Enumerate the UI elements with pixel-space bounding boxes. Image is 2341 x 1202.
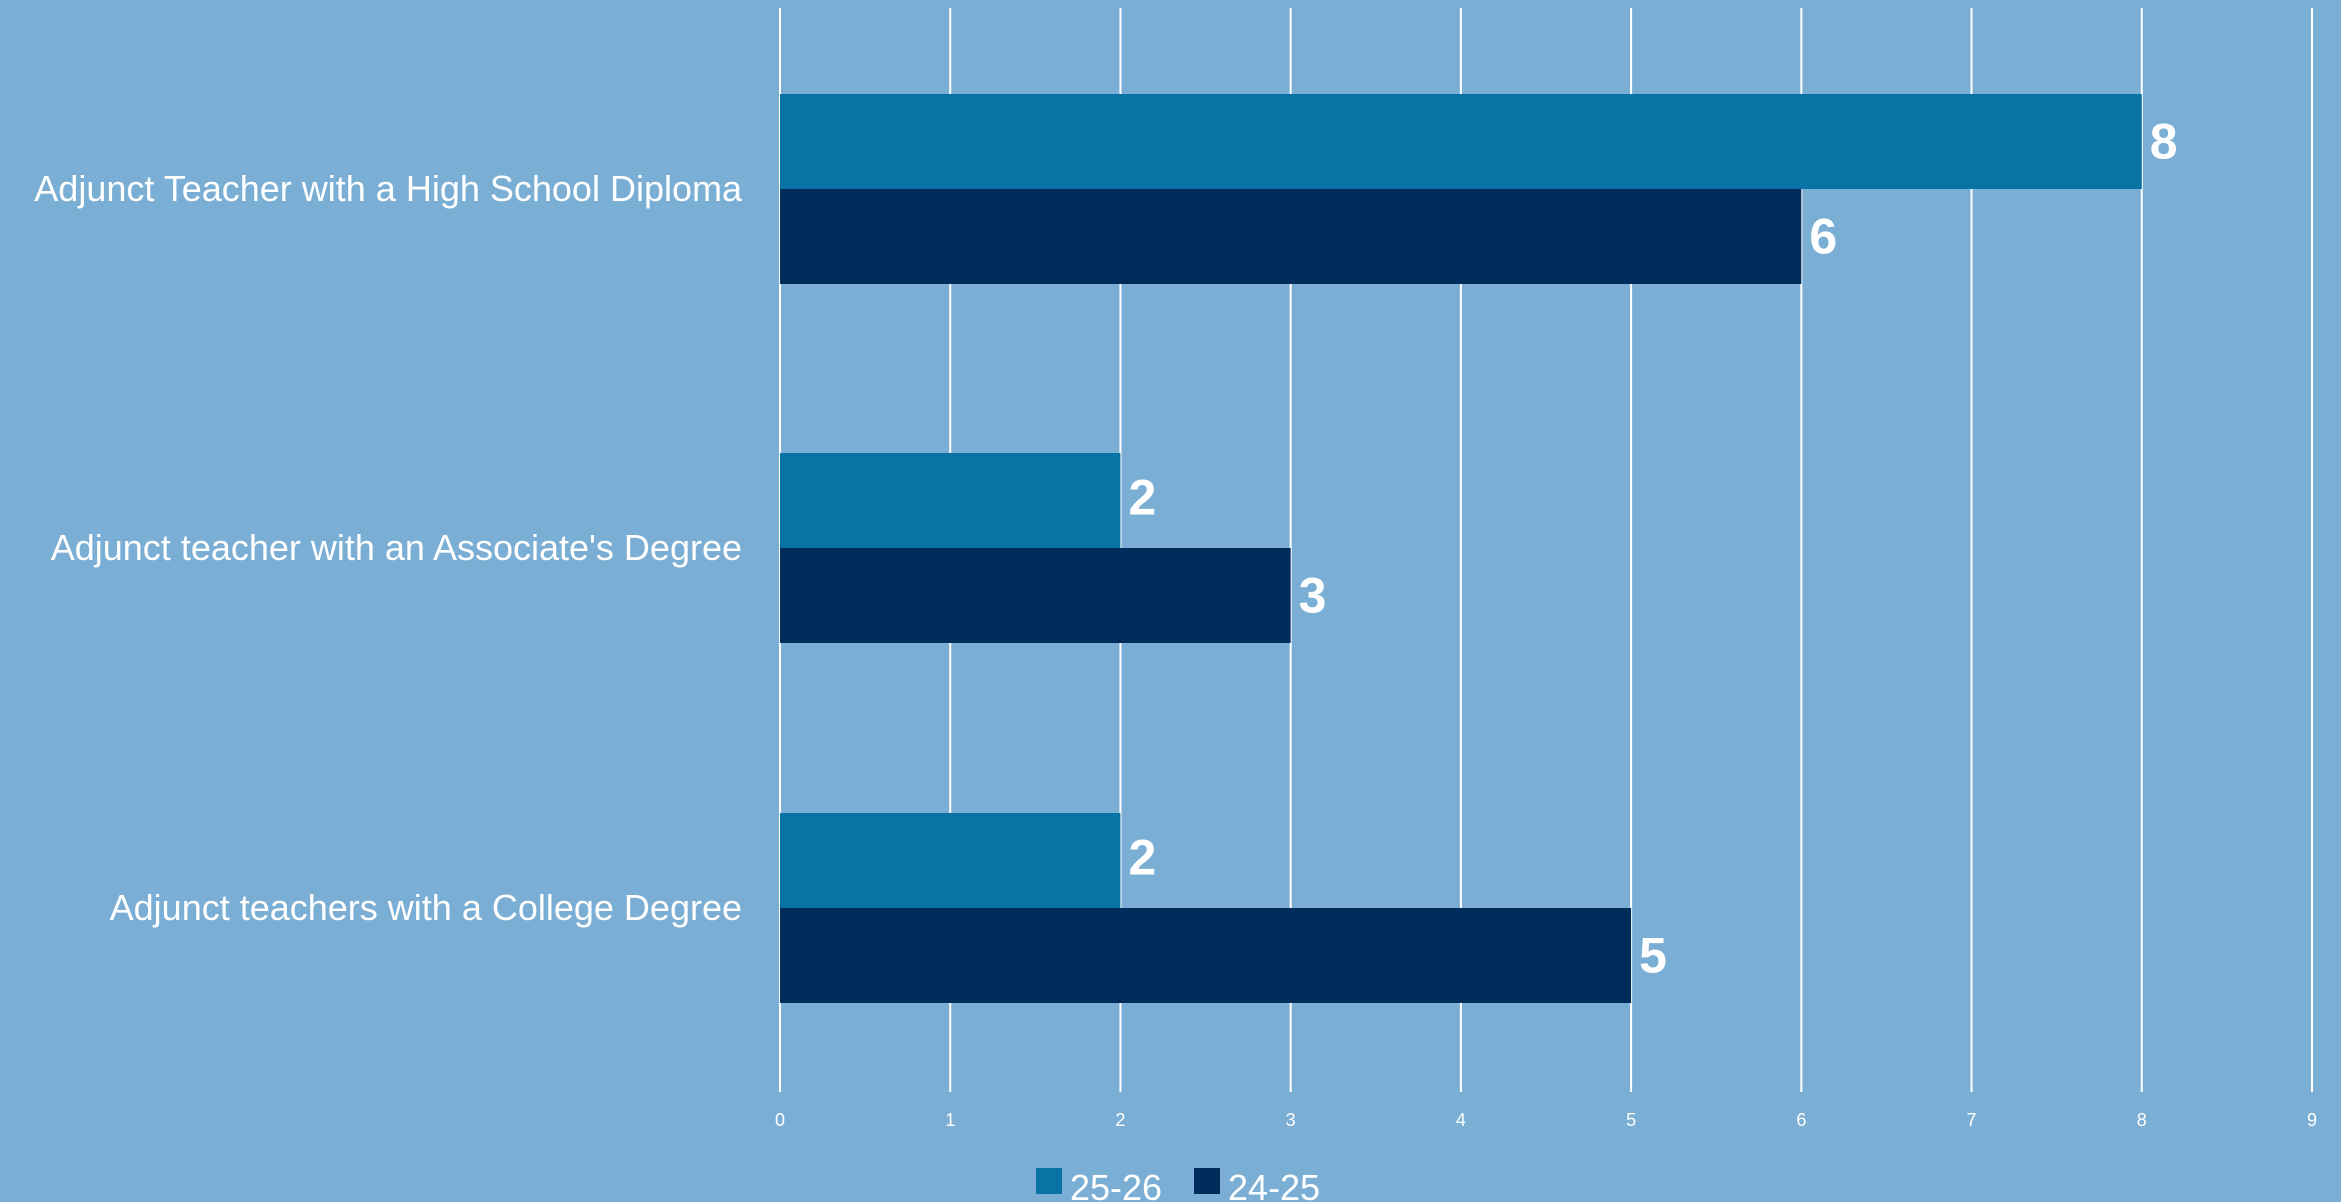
category-labels: Adjunct Teacher with a High School Diplo… [34, 168, 743, 928]
x-tick-label: 5 [1626, 1110, 1636, 1130]
data-label: 8 [2150, 114, 2178, 170]
category-label: Adjunct teachers with a College Degree [110, 887, 742, 928]
legend-label: 25-26 [1070, 1167, 1162, 1202]
bar-25-26-2 [780, 813, 1121, 908]
data-label: 3 [1299, 568, 1327, 624]
bar-25-26-0 [780, 94, 2142, 189]
category-label: Adjunct Teacher with a High School Diplo… [34, 168, 743, 209]
legend-swatch-24-25 [1194, 1168, 1220, 1194]
x-tick-label: 6 [1796, 1110, 1806, 1130]
x-tick-label: 3 [1286, 1110, 1296, 1130]
x-tick-label: 4 [1456, 1110, 1466, 1130]
data-label: 2 [1128, 470, 1156, 526]
x-tick-label: 2 [1115, 1110, 1125, 1130]
category-label: Adjunct teacher with an Associate's Degr… [51, 527, 742, 568]
x-tick-label: 1 [945, 1110, 955, 1130]
x-axis-tick-labels: 0 1 2 3 4 5 6 7 8 9 [775, 1110, 2317, 1130]
data-label: 5 [1639, 928, 1667, 984]
bar-24-25-0 [780, 189, 1802, 284]
legend: 25-26 24-25 [1036, 1167, 1320, 1202]
data-label: 2 [1128, 830, 1156, 886]
bar-24-25-1 [780, 548, 1291, 643]
bar-24-25-2 [780, 908, 1632, 1003]
bars [780, 94, 2142, 1003]
bar-25-26-1 [780, 453, 1121, 548]
x-tick-label: 8 [2137, 1110, 2147, 1130]
legend-swatch-25-26 [1036, 1168, 1062, 1194]
data-label: 6 [1809, 209, 1837, 265]
x-tick-label: 0 [775, 1110, 785, 1130]
data-labels: 8 6 2 3 2 5 [1128, 114, 2177, 984]
x-tick-label: 9 [2307, 1110, 2317, 1130]
x-tick-label: 7 [1967, 1110, 1977, 1130]
legend-label: 24-25 [1228, 1167, 1320, 1202]
